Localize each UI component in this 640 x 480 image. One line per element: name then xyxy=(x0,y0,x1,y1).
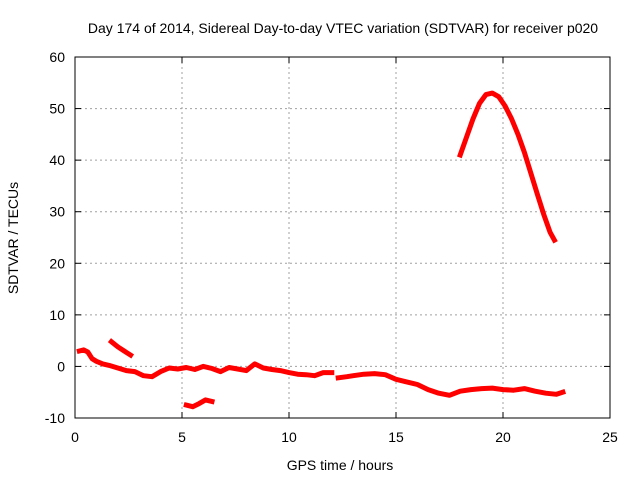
x-tick-label: 0 xyxy=(71,429,79,445)
grid xyxy=(75,57,610,418)
series-line-segment-1 xyxy=(76,347,335,380)
series-line-segment-2 xyxy=(107,338,135,359)
y-tick-label: 50 xyxy=(49,101,65,117)
y-tick-label: -10 xyxy=(45,410,65,426)
y-tick-label: 20 xyxy=(49,255,65,271)
y-tick-label: 0 xyxy=(57,358,65,374)
axis-ticks: 0 5 10 15 20 25 -10 0 10 20 30 40 50 60 xyxy=(45,49,618,445)
series-line-segment-5 xyxy=(457,90,558,244)
series-line-segment-4 xyxy=(335,371,567,398)
x-tick-label: 25 xyxy=(602,429,618,445)
plot-area xyxy=(76,90,567,410)
x-tick-label: 10 xyxy=(281,429,297,445)
x-tick-label: 20 xyxy=(495,429,511,445)
y-tick-label: 10 xyxy=(49,307,65,323)
x-tick-label: 15 xyxy=(388,429,404,445)
y-tick-label: 30 xyxy=(49,204,65,220)
plot-frame xyxy=(74,56,611,419)
y-tick-label: 60 xyxy=(49,49,65,65)
x-axis-label: GPS time / hours xyxy=(287,457,394,473)
y-axis-label: SDTVAR / TECUs xyxy=(5,182,21,294)
series-line-segment-3 xyxy=(183,397,216,410)
chart-title: Day 174 of 2014, Sidereal Day-to-day VTE… xyxy=(88,20,598,36)
y-tick-label: 40 xyxy=(49,152,65,168)
x-tick-label: 5 xyxy=(178,429,186,445)
